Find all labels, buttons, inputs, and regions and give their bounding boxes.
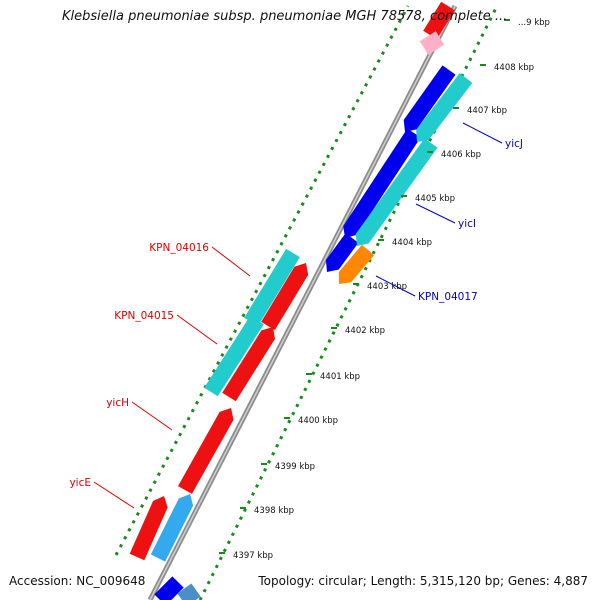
page-title: Klebsiella pneumoniae subsp. pneumoniae …	[62, 9, 508, 24]
feature-KPN_04017-cds	[325, 233, 359, 272]
backbone-line-highlight	[149, 5, 456, 600]
ruler-inner-line	[114, 5, 410, 556]
gene-labels: KPN_04016 KPN_04015 yicH yicE yicJ yicI KPN_04…	[69, 122, 523, 509]
label-leader-line	[131, 401, 173, 431]
tick-label: 4400 kbp	[298, 416, 338, 426]
feature-KPN_04015-cds	[222, 327, 275, 402]
feature-yicJ-cds	[403, 65, 456, 132]
tick-label: 4398 kbp	[254, 506, 294, 516]
tick-label: 4406 kbp	[441, 150, 481, 160]
summary-text: Topology: circular; Length: 5,315,120 bp…	[258, 574, 588, 588]
gene-label: KPN_04016	[149, 242, 209, 254]
label-leader-line	[415, 203, 456, 224]
gene-label: yicJ	[505, 138, 523, 150]
tick-label: 4403 kbp	[367, 282, 407, 292]
feature-yicI-cds	[343, 128, 421, 238]
tick-label: 4405 kbp	[415, 194, 455, 204]
gene-label: yicH	[106, 397, 129, 409]
features	[129, 1, 473, 600]
backbone	[147, 4, 458, 600]
feature-KPN_04017-gene	[338, 244, 375, 284]
feature-yicE-gene	[150, 494, 194, 562]
feature-bottom-gene	[177, 583, 201, 600]
feature-yicE-cds	[129, 496, 168, 561]
label-leader-line	[93, 481, 135, 509]
tick-label: 4407 kbp	[467, 106, 507, 116]
feature-bottom-cds	[154, 576, 184, 600]
tick-label: 4408 kbp	[494, 63, 534, 73]
accession-text: Accession: NC_009648	[9, 574, 146, 588]
ruler-outer-line	[198, 5, 499, 600]
gene-label: KPN_04015	[114, 310, 174, 322]
label-leader-line	[176, 314, 218, 345]
tick-label: ...9 kbp	[518, 18, 550, 28]
gene-label: KPN_04017	[418, 291, 478, 303]
label-leader-line	[375, 275, 416, 297]
feature-yicJ-gene	[416, 73, 473, 142]
feature-yicH-cds	[178, 408, 234, 494]
ticks: 4397 kbp 4398 kbp 4399 kbp 4400 kbp 4401 kbp…	[219, 18, 550, 561]
tick-label: 4401 kbp	[320, 372, 360, 382]
tick-label: 4402 kbp	[345, 326, 385, 336]
gene-label: yicI	[458, 218, 476, 230]
label-leader-line	[211, 246, 251, 277]
feature-KPN_04016-cds	[261, 263, 309, 331]
tick-label: 4399 kbp	[275, 462, 315, 472]
feature-KPN_04016-gene	[244, 248, 300, 327]
tick-label: 4404 kbp	[392, 238, 432, 248]
tick-label: 4397 kbp	[233, 551, 273, 561]
label-leader-line	[462, 122, 503, 144]
feature-top-left-gene	[419, 31, 445, 55]
ruler	[114, 5, 499, 600]
feature-yicI-gene	[355, 138, 438, 246]
feature-top-left-cds	[423, 1, 455, 40]
gene-label: yicE	[69, 477, 91, 489]
feature-KPN_04015-gene	[204, 315, 264, 397]
